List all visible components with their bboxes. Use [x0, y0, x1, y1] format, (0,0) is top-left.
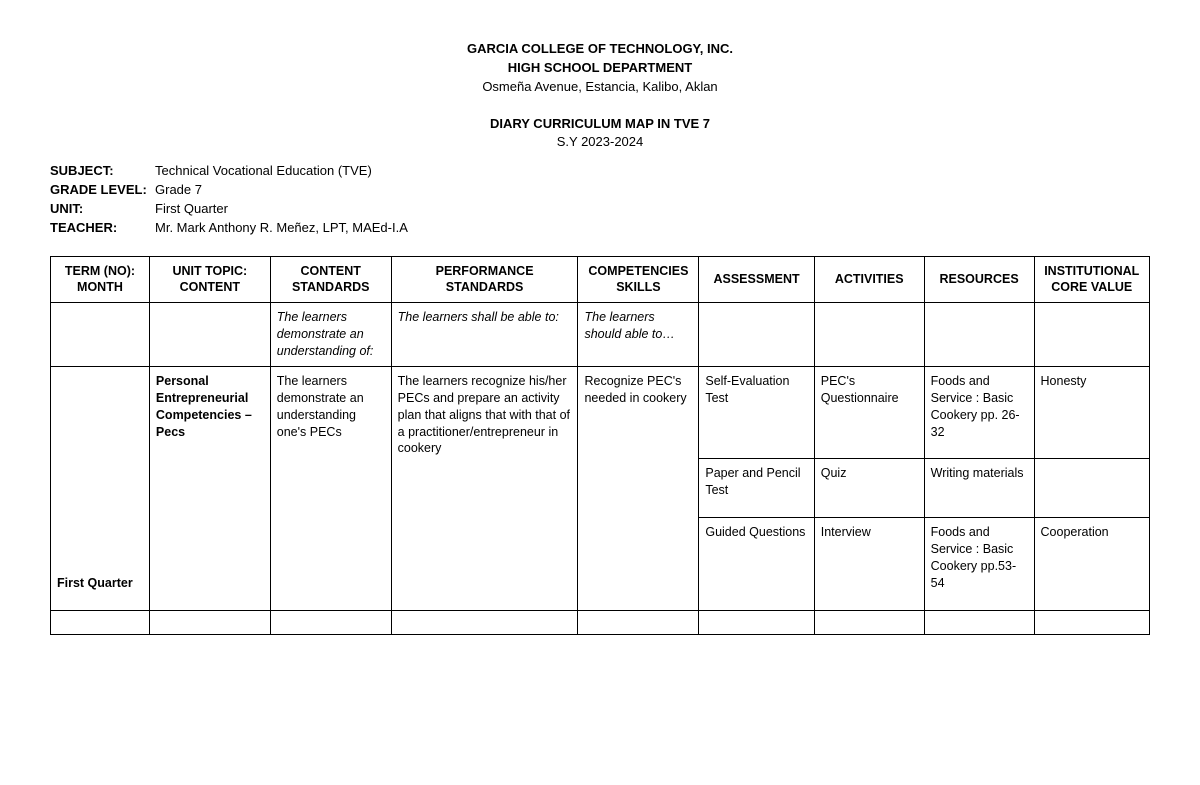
th-unit-topic: UNIT TOPIC: CONTENT [149, 256, 270, 303]
th-assessment: ASSESSMENT [699, 256, 814, 303]
meta-grade: GRADE LEVEL: Grade 7 [50, 181, 1150, 200]
meta-subject: SUBJECT: Technical Vocational Education … [50, 162, 1150, 181]
th-activities: ACTIVITIES [814, 256, 924, 303]
th-term: TERM (NO): MONTH [51, 256, 150, 303]
cell-empty [391, 610, 578, 634]
teacher-value: Mr. Mark Anthony R. Meñez, LPT, MAEd-I.A [155, 219, 408, 238]
cell-empty [51, 610, 150, 634]
intro-row: The learners demonstrate an understandin… [51, 303, 1150, 367]
body-row-1: First Quarter Personal Entrepreneurial C… [51, 366, 1150, 459]
th-resources: RESOURCES [924, 256, 1034, 303]
cell-term: First Quarter [51, 366, 150, 610]
cell-empty [699, 610, 814, 634]
cell-empty [149, 303, 270, 367]
department-name: HIGH SCHOOL DEPARTMENT [50, 59, 1150, 78]
teacher-label: TEACHER: [50, 219, 155, 238]
subject-label: SUBJECT: [50, 162, 155, 181]
cell-empty [814, 610, 924, 634]
institution-name: GARCIA COLLEGE OF TECHNOLOGY, INC. [50, 40, 1150, 59]
cell-core-value: Honesty [1034, 366, 1149, 459]
cell-activities: Interview [814, 518, 924, 611]
school-year: S.Y 2023-2024 [50, 133, 1150, 152]
cell-core-value [1034, 459, 1149, 518]
institution-header: GARCIA COLLEGE OF TECHNOLOGY, INC. HIGH … [50, 40, 1150, 97]
cell-resources: Foods and Service : Basic Cookery pp. 26… [924, 366, 1034, 459]
grade-label: GRADE LEVEL: [50, 181, 155, 200]
cell-empty [1034, 303, 1149, 367]
cell-empty [51, 303, 150, 367]
cell-intro-competencies: The learners should able to… [578, 303, 699, 367]
cell-empty [149, 610, 270, 634]
subject-value: Technical Vocational Education (TVE) [155, 162, 372, 181]
cell-content-std: The learners demonstrate an understandin… [270, 366, 391, 610]
cell-assessment: Guided Questions [699, 518, 814, 611]
cell-empty [1034, 610, 1149, 634]
meta-teacher: TEACHER: Mr. Mark Anthony R. Meñez, LPT,… [50, 219, 1150, 238]
meta-unit: UNIT: First Quarter [50, 200, 1150, 219]
doc-title-block: DIARY CURRICULUM MAP IN TVE 7 S.Y 2023-2… [50, 115, 1150, 153]
cell-activities: PEC's Questionnaire [814, 366, 924, 459]
cell-unit-topic: Personal Entrepreneurial Competencies – … [149, 366, 270, 610]
table-header-row: TERM (NO): MONTH UNIT TOPIC: CONTENT CON… [51, 256, 1150, 303]
cell-core-value: Cooperation [1034, 518, 1149, 611]
doc-title: DIARY CURRICULUM MAP IN TVE 7 [50, 115, 1150, 134]
cell-perf-std: The learners recognize his/her PECs and … [391, 366, 578, 610]
institution-address: Osmeña Avenue, Estancia, Kalibo, Aklan [50, 78, 1150, 97]
cell-empty [924, 303, 1034, 367]
grade-value: Grade 7 [155, 181, 202, 200]
cell-resources: Foods and Service : Basic Cookery pp.53-… [924, 518, 1034, 611]
th-core-value: INSTITUTIONAL CORE VALUE [1034, 256, 1149, 303]
cell-empty [270, 610, 391, 634]
curriculum-table: TERM (NO): MONTH UNIT TOPIC: CONTENT CON… [50, 256, 1150, 635]
cell-assessment: Self-Evaluation Test [699, 366, 814, 459]
cell-resources: Writing materials [924, 459, 1034, 518]
cell-competencies: Recognize PEC's needed in cookery [578, 366, 699, 610]
cell-assessment: Paper and Pencil Test [699, 459, 814, 518]
unit-value: First Quarter [155, 200, 228, 219]
cell-empty [699, 303, 814, 367]
th-perf-std: PERFORMANCE STANDARDS [391, 256, 578, 303]
meta-block: SUBJECT: Technical Vocational Education … [50, 162, 1150, 237]
cell-empty [924, 610, 1034, 634]
th-competencies: COMPETENCIES SKILLS [578, 256, 699, 303]
unit-label: UNIT: [50, 200, 155, 219]
cell-activities: Quiz [814, 459, 924, 518]
cell-intro-perf-std: The learners shall be able to: [391, 303, 578, 367]
cell-empty [814, 303, 924, 367]
th-content-std: CONTENT STANDARDS [270, 256, 391, 303]
cell-empty [578, 610, 699, 634]
cell-intro-content-std: The learners demonstrate an understandin… [270, 303, 391, 367]
empty-row [51, 610, 1150, 634]
